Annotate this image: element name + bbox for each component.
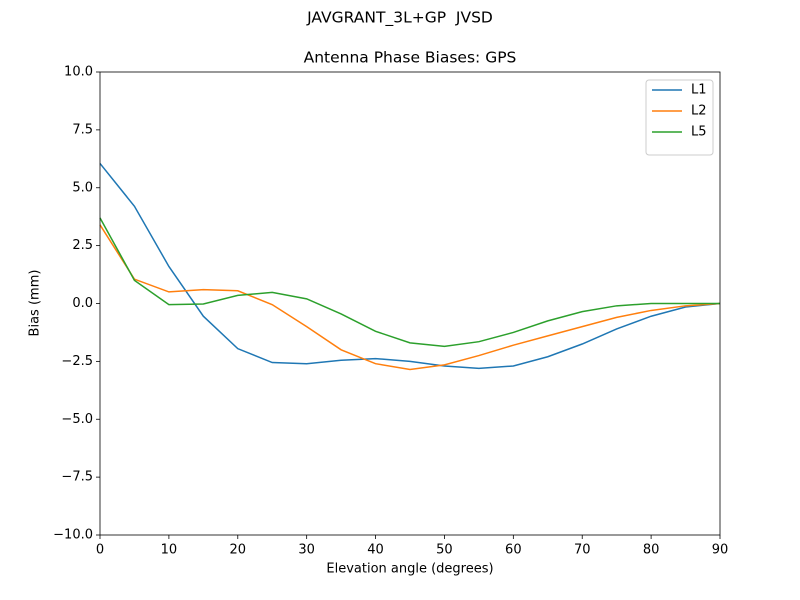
legend-label: L5: [691, 125, 707, 140]
x-tick-label: 50: [436, 543, 453, 558]
x-tick-label: 80: [643, 543, 660, 558]
chart-title: Antenna Phase Biases: GPS: [304, 49, 517, 67]
y-tick-label: 5.0: [72, 180, 93, 195]
y-tick-label: 10.0: [64, 65, 93, 80]
y-tick-label: −7.5: [61, 470, 93, 485]
x-tick-label: 90: [712, 543, 729, 558]
x-tick-label: 0: [96, 543, 104, 558]
data-line: [99, 217, 720, 348]
suptitle: JAVGRANT_3L+GP JVSD: [306, 9, 493, 28]
y-tick-label: −5.0: [61, 412, 93, 427]
data-line: [99, 162, 721, 370]
y-tick-label: 2.5: [72, 238, 93, 253]
legend-label: L1: [691, 83, 707, 98]
y-tick-label: −2.5: [61, 354, 93, 369]
x-tick-label: 70: [574, 543, 591, 558]
legend-label: L2: [691, 104, 707, 119]
data-line: [99, 224, 721, 371]
legend-box: [645, 79, 714, 156]
x-tick-label: 10: [161, 543, 178, 558]
y-tick-label: 7.5: [72, 122, 93, 137]
y-axis-label: Bias (mm): [28, 270, 43, 337]
x-tick-label: 40: [367, 543, 384, 558]
x-tick-label: 60: [505, 543, 522, 558]
x-axis-label: Elevation angle (degrees): [326, 562, 493, 577]
x-tick-label: 30: [298, 543, 315, 558]
plot-frame: [99, 71, 721, 536]
y-tick-label: −10.0: [53, 528, 93, 543]
x-tick-label: 20: [230, 543, 247, 558]
y-tick-label: 0.0: [72, 296, 93, 311]
